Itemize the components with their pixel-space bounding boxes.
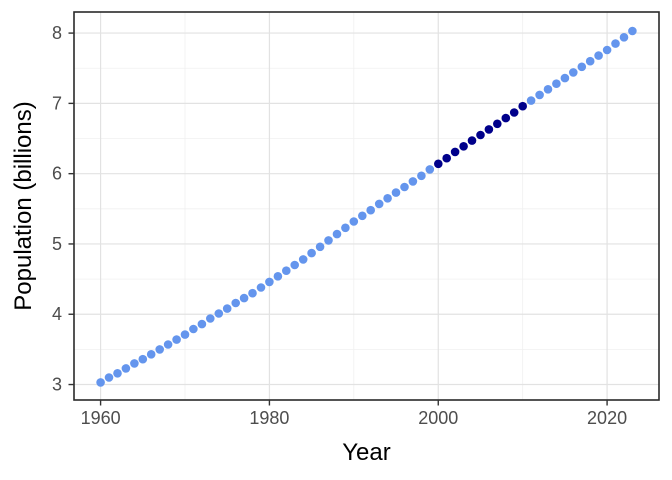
data-point — [526, 96, 536, 105]
data-point — [138, 354, 148, 364]
data-point — [408, 177, 418, 186]
data-point — [569, 68, 578, 77]
data-point — [163, 340, 173, 349]
data-point — [535, 90, 544, 100]
data-point — [450, 147, 460, 157]
data-point — [104, 373, 114, 382]
data-point — [543, 85, 553, 94]
data-point — [349, 217, 359, 226]
y-tick-label: 7 — [52, 93, 62, 113]
data-point — [619, 33, 629, 42]
data-point — [594, 51, 603, 60]
x-tick-label: 1980 — [249, 408, 289, 428]
data-point — [315, 242, 325, 252]
x-tick-label: 2000 — [418, 408, 458, 428]
data-point — [273, 272, 283, 281]
data-point — [248, 288, 257, 298]
x-axis-title: Year — [342, 439, 391, 466]
data-point — [611, 39, 620, 48]
data-point — [256, 283, 266, 292]
x-tick-label: 2020 — [587, 408, 627, 428]
data-point — [172, 335, 181, 344]
data-point — [509, 108, 519, 117]
data-point — [484, 125, 494, 134]
data-point — [442, 153, 452, 163]
data-point — [560, 73, 570, 83]
data-point — [180, 330, 190, 339]
data-point — [358, 211, 367, 221]
data-point — [518, 101, 527, 111]
data-point — [96, 378, 105, 387]
data-point — [585, 56, 595, 66]
y-tick-label: 5 — [52, 234, 62, 254]
data-point — [374, 199, 384, 209]
y-tick-label: 4 — [52, 304, 62, 324]
data-point — [307, 248, 316, 258]
data-point — [113, 369, 122, 378]
data-point — [602, 45, 612, 55]
data-point — [214, 309, 224, 318]
data-point — [121, 364, 131, 373]
data-point — [577, 62, 587, 72]
data-point — [383, 194, 392, 203]
data-point — [231, 298, 240, 308]
data-point — [206, 314, 215, 323]
data-point — [501, 113, 511, 123]
data-point — [552, 79, 561, 88]
data-point — [341, 223, 350, 233]
data-point — [628, 26, 637, 36]
y-tick-label: 6 — [52, 164, 62, 184]
data-point — [222, 304, 232, 313]
data-point — [298, 255, 308, 264]
data-point — [400, 182, 409, 192]
data-point — [290, 260, 300, 270]
y-tick-label: 8 — [52, 23, 62, 43]
data-point — [155, 345, 164, 354]
data-point — [476, 130, 485, 140]
data-point — [493, 119, 502, 129]
data-point — [366, 205, 376, 215]
data-point — [425, 165, 435, 174]
data-point — [265, 277, 274, 287]
data-point — [417, 171, 426, 181]
data-point — [146, 350, 156, 359]
data-point — [324, 236, 333, 245]
data-point — [239, 293, 249, 303]
x-tick-label: 1960 — [81, 408, 121, 428]
data-point — [197, 319, 207, 329]
data-point — [434, 159, 443, 169]
data-point — [467, 136, 477, 145]
y-tick-label: 3 — [52, 375, 62, 395]
data-point — [391, 188, 401, 197]
panel-border — [73, 11, 660, 401]
data-point — [459, 142, 468, 151]
data-point — [130, 359, 139, 368]
y-axis-title: Population (billions) — [10, 101, 37, 311]
data-point — [189, 324, 198, 334]
data-point — [332, 229, 342, 239]
data-point — [282, 266, 291, 276]
